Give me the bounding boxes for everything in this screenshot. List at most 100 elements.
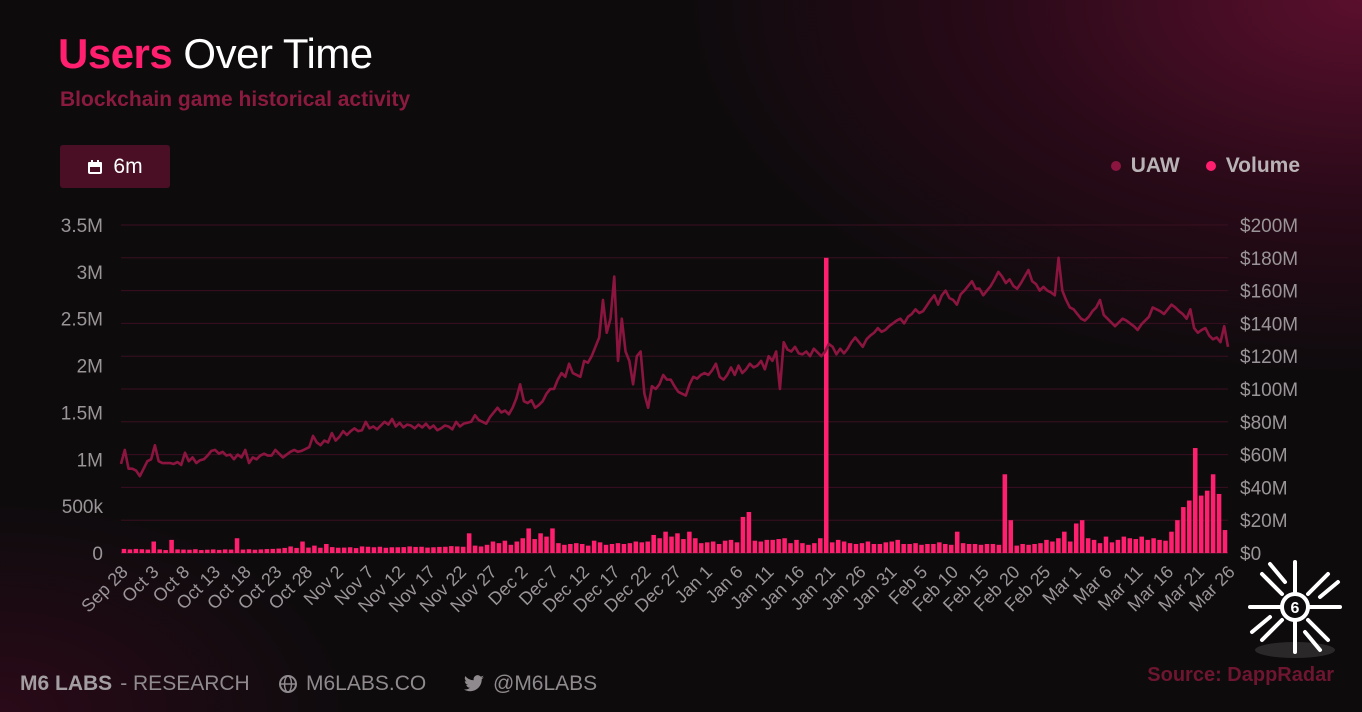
volume-bar (615, 543, 621, 553)
volume-bar (359, 546, 365, 553)
volume-bar (288, 546, 293, 553)
y-left-tick-label: 0 (92, 544, 103, 565)
volume-bar (877, 543, 883, 553)
calendar-icon (88, 159, 103, 174)
volume-bar (907, 543, 912, 553)
svg-text:6: 6 (1291, 600, 1300, 617)
y-right-tick-label: $20M (1240, 511, 1288, 532)
volume-bar (1020, 543, 1025, 553)
volume-bar (127, 549, 133, 553)
volume-bar (294, 547, 299, 553)
volume-bar (1097, 543, 1103, 553)
volume-bar (216, 549, 222, 553)
volume-bar (835, 539, 841, 553)
volume-bar (901, 543, 906, 553)
volume-bar (1073, 523, 1079, 553)
volume-bar (383, 547, 389, 553)
volume-bar (752, 540, 758, 553)
volume-bar (937, 542, 942, 553)
volume-bar (449, 546, 454, 553)
volume-bar (788, 543, 793, 553)
volume-bar (812, 543, 817, 553)
volume-bar (133, 548, 139, 553)
volume-bar (782, 538, 787, 553)
volume-bar (199, 550, 204, 553)
volume-bars (121, 257, 1228, 553)
volume-bar (335, 547, 341, 553)
page-title: Users Over Time (58, 30, 373, 78)
volume-bar (282, 547, 287, 553)
volume-bar (568, 543, 573, 553)
title-rest: Over Time (172, 30, 373, 77)
volume-bar (1079, 520, 1085, 553)
volume-bar (520, 538, 525, 553)
volume-bar (865, 541, 871, 553)
volume-bar (841, 541, 847, 553)
volume-bar (704, 542, 710, 553)
volume-bar (776, 539, 781, 553)
volume-bar (716, 543, 722, 553)
volume-bar (591, 540, 597, 553)
volume-bar (1062, 531, 1067, 553)
volume-bar (443, 546, 448, 553)
footer-website-label: M6LABS.CO (306, 672, 427, 695)
volume-bar (966, 543, 972, 553)
volume-bar (1044, 539, 1049, 553)
volume-bar (145, 549, 151, 553)
volume-bar (1145, 539, 1150, 553)
volume-bar (419, 546, 424, 553)
volume-bar (597, 542, 603, 553)
y-left-tick-label: 3M (77, 263, 103, 284)
volume-bar (574, 543, 579, 553)
source-label: Source: (1147, 664, 1222, 686)
volume-bar (1002, 474, 1008, 553)
volume-bar (1193, 448, 1198, 553)
volume-bar (1133, 539, 1139, 553)
volume-bar (621, 543, 627, 553)
volume-bar (270, 548, 276, 553)
volume-bar (645, 541, 650, 553)
legend-item-uaw[interactable]: UAW (1110, 154, 1180, 178)
volume-bar (859, 543, 865, 553)
volume-bar (746, 512, 752, 553)
volume-bar (526, 528, 531, 553)
y-right-tick-label: $60M (1240, 446, 1288, 467)
volume-bar (508, 544, 514, 553)
volume-bar (347, 547, 353, 553)
volume-bar (258, 549, 264, 553)
time-range-button[interactable]: 6m (60, 145, 170, 188)
volume-bar (639, 542, 645, 553)
footer-twitter[interactable]: @M6LABS (463, 672, 597, 696)
volume-bar (794, 539, 799, 553)
volume-bar (484, 544, 490, 553)
footer-brand-name: M6 LABS (20, 672, 113, 695)
volume-bar (1026, 544, 1031, 553)
volume-bar (395, 547, 401, 553)
volume-bar (371, 547, 377, 553)
volume-bar (758, 541, 764, 553)
volume-bar (681, 539, 686, 553)
volume-bar (1181, 507, 1186, 553)
volume-bar (919, 544, 924, 553)
y-right-tick-label: $200M (1240, 216, 1298, 237)
volume-bar (193, 549, 198, 553)
y-right-tick-label: $0 (1240, 544, 1261, 565)
volume-bar (425, 547, 430, 553)
volume-bar (1115, 539, 1121, 553)
legend-item-volume[interactable]: Volume (1205, 154, 1300, 178)
volume-bar (514, 541, 520, 553)
volume-bar (401, 547, 406, 553)
volume-bar (532, 539, 537, 553)
volume-bar (157, 549, 162, 553)
volume-bar (353, 548, 359, 553)
volume-bar (818, 538, 823, 553)
volume-bar (895, 539, 900, 553)
volume-bar (163, 550, 168, 553)
volume-bar (413, 546, 418, 553)
volume-bar (663, 531, 668, 553)
volume-bar (1121, 536, 1127, 553)
y-right-tick-label: $100M (1240, 380, 1298, 401)
y-right-tick-label: $180M (1240, 249, 1298, 270)
footer-website[interactable]: M6LABS.CO (278, 672, 426, 696)
